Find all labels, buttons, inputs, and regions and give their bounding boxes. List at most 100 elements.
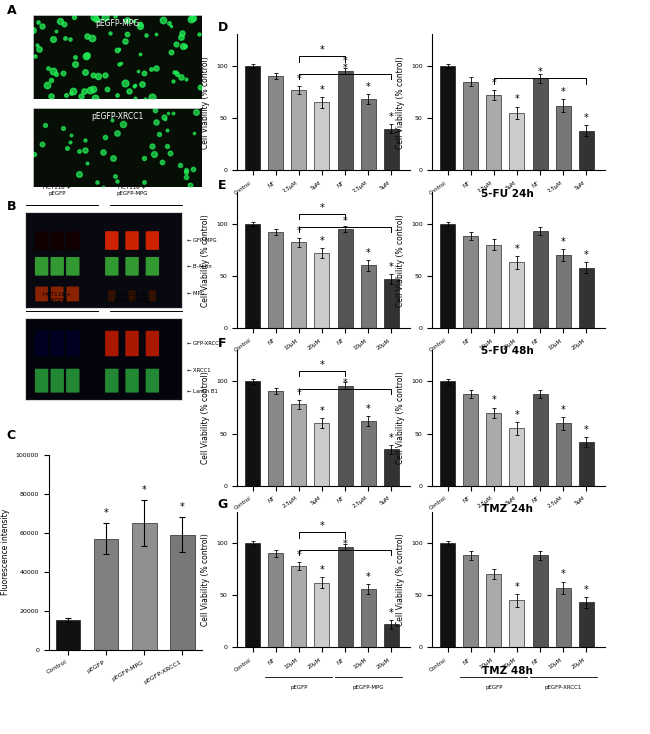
Text: *: *	[320, 360, 324, 370]
FancyBboxPatch shape	[51, 368, 64, 393]
FancyBboxPatch shape	[146, 257, 159, 276]
FancyBboxPatch shape	[66, 257, 79, 276]
Bar	[337, 547, 352, 647]
Text: ← GFP-XRCC1: ← GFP-XRCC1	[187, 341, 222, 346]
Bar	[510, 262, 525, 328]
Bar	[337, 385, 352, 486]
Bar	[291, 90, 306, 170]
FancyBboxPatch shape	[35, 368, 48, 393]
Bar	[486, 574, 501, 647]
Bar	[315, 103, 330, 170]
Text: *: *	[366, 404, 370, 414]
Bar	[337, 71, 352, 170]
FancyBboxPatch shape	[51, 286, 64, 302]
Text: *: *	[320, 406, 324, 416]
Bar	[532, 79, 547, 170]
Bar	[510, 600, 525, 647]
Text: *: *	[561, 236, 566, 247]
Y-axis label: Cell Viability (% control): Cell Viability (% control)	[396, 56, 406, 149]
FancyBboxPatch shape	[129, 291, 136, 302]
Text: *: *	[389, 262, 394, 272]
Y-axis label: Cell Viability (% control): Cell Viability (% control)	[396, 371, 406, 465]
Text: G: G	[218, 498, 228, 512]
Bar	[532, 394, 547, 486]
Text: pEGFP: pEGFP	[485, 208, 502, 214]
FancyBboxPatch shape	[51, 331, 64, 356]
Bar	[384, 625, 399, 647]
Bar	[361, 589, 376, 647]
Text: *: *	[320, 565, 324, 575]
Text: *: *	[343, 56, 347, 66]
FancyBboxPatch shape	[51, 231, 64, 250]
Text: *: *	[296, 73, 301, 84]
Y-axis label: Cell Viability (% control): Cell Viability (% control)	[396, 533, 406, 626]
FancyBboxPatch shape	[125, 231, 139, 250]
Text: *: *	[343, 63, 347, 73]
Bar	[486, 413, 501, 486]
Text: pEGFP-MPG: pEGFP-MPG	[352, 686, 384, 691]
Bar	[245, 224, 260, 328]
Bar	[532, 231, 547, 328]
Text: HCT116 +
pEGFP: HCT116 + pEGFP	[43, 185, 72, 196]
Bar	[556, 588, 571, 647]
Bar	[463, 394, 478, 486]
Text: pEGFP: pEGFP	[485, 524, 502, 529]
Text: pEGFP-MPG: pEGFP-MPG	[352, 524, 384, 529]
Text: ← Lamin B1: ← Lamin B1	[187, 390, 218, 394]
Text: *: *	[491, 396, 496, 405]
Text: pEGFP: pEGFP	[485, 366, 502, 371]
Y-axis label: Cell Viability (% control): Cell Viability (% control)	[202, 214, 211, 307]
Text: ← XRCC1: ← XRCC1	[187, 368, 211, 373]
Text: pEGFP-MPG: pEGFP-MPG	[352, 366, 384, 371]
Y-axis label: Fluorescence intensity: Fluorescence intensity	[1, 509, 10, 595]
Text: *: *	[515, 410, 519, 420]
Text: *: *	[343, 378, 347, 388]
Bar	[384, 279, 399, 328]
Bar	[132, 523, 157, 650]
Text: B: B	[6, 200, 16, 213]
Y-axis label: Cell Viability (% control): Cell Viability (% control)	[202, 56, 211, 149]
Bar	[486, 244, 501, 328]
Y-axis label: Cell Viability (% control): Cell Viability (% control)	[202, 533, 211, 626]
Bar	[56, 620, 81, 650]
Bar	[556, 106, 571, 170]
Bar	[556, 255, 571, 328]
Bar	[578, 603, 594, 647]
FancyBboxPatch shape	[146, 331, 159, 356]
Text: D: D	[218, 21, 228, 34]
Y-axis label: Cell Viability (% control): Cell Viability (% control)	[396, 214, 406, 307]
Text: pEGFP: pEGFP	[485, 686, 502, 691]
Text: pEGFP-XRCC1: pEGFP-XRCC1	[545, 208, 582, 214]
Bar	[578, 442, 594, 486]
Bar	[337, 229, 352, 328]
Text: TMZ 24h: TMZ 24h	[482, 504, 532, 515]
Text: *: *	[366, 82, 370, 92]
Text: pEGFP-XRCC1: pEGFP-XRCC1	[545, 686, 582, 691]
Text: *: *	[320, 46, 324, 55]
Y-axis label: Cell Viability (% control): Cell Viability (% control)	[202, 371, 211, 465]
FancyBboxPatch shape	[146, 231, 159, 250]
FancyBboxPatch shape	[66, 286, 79, 302]
Text: *: *	[389, 608, 394, 618]
Text: *: *	[366, 572, 370, 581]
Text: *: *	[180, 503, 185, 512]
Bar	[245, 66, 260, 170]
Text: pEGFP: pEGFP	[290, 366, 307, 371]
FancyBboxPatch shape	[149, 291, 156, 302]
Bar	[510, 429, 525, 486]
Bar	[361, 266, 376, 328]
Text: *: *	[296, 226, 301, 236]
Text: pEGFP-XRCC1: pEGFP-XRCC1	[545, 524, 582, 529]
FancyBboxPatch shape	[105, 231, 118, 250]
Bar	[245, 543, 260, 647]
Bar	[556, 424, 571, 486]
Text: *: *	[561, 570, 566, 580]
Text: *: *	[584, 250, 589, 261]
Text: pEGFP: pEGFP	[290, 524, 307, 529]
Text: *: *	[366, 248, 370, 258]
Text: pEGFP-MPG: pEGFP-MPG	[95, 19, 139, 28]
Bar	[384, 128, 399, 170]
FancyBboxPatch shape	[125, 257, 139, 276]
FancyBboxPatch shape	[146, 368, 159, 393]
Text: ← B-Actin: ← B-Actin	[187, 264, 211, 269]
